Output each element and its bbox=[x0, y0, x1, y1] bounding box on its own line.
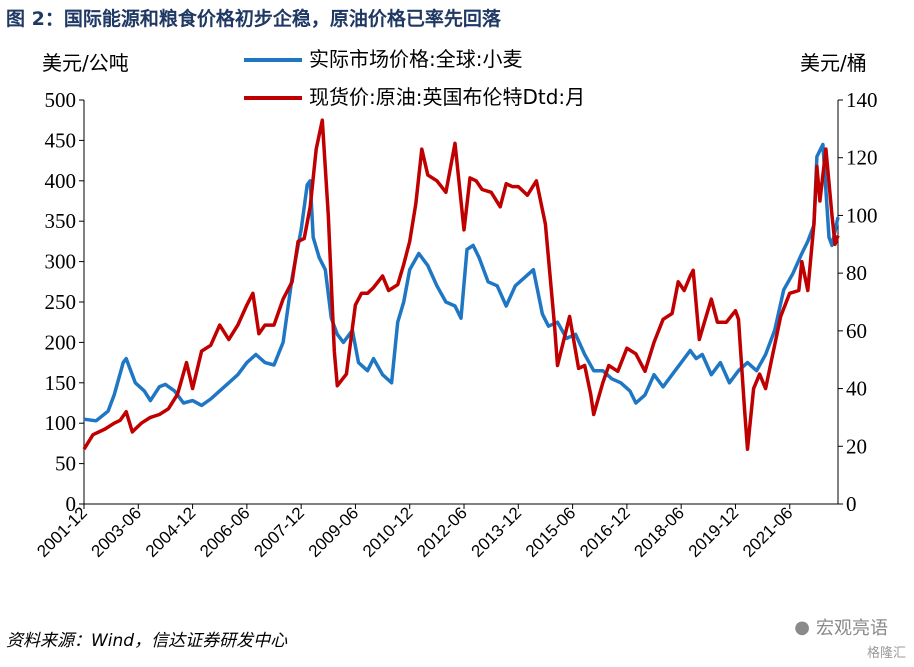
legend-label: 实际市场价格:全球:小麦 bbox=[309, 47, 522, 71]
watermark: ● 宏观亮语 bbox=[794, 614, 888, 640]
right-tick-label: 20 bbox=[846, 434, 867, 458]
x-tick-label: 2006-06 bbox=[196, 503, 254, 561]
x-tick-label: 2019-12 bbox=[685, 503, 743, 561]
source-note: 资料来源：Wind，信达证券研发中心 bbox=[6, 631, 288, 651]
left-tick-label: 200 bbox=[45, 330, 77, 354]
right-tick-label: 60 bbox=[846, 319, 867, 343]
x-tick-label: 2018-06 bbox=[630, 503, 688, 561]
left-unit-label: 美元/公吨 bbox=[42, 51, 129, 75]
x-tick-label: 2013-12 bbox=[468, 503, 526, 561]
right-tick-label: 120 bbox=[846, 146, 878, 170]
x-tick-label: 2007-12 bbox=[250, 503, 308, 561]
x-tick-label: 2015-06 bbox=[522, 503, 580, 561]
right-tick-label: 140 bbox=[846, 88, 878, 112]
x-tick-label: 2021-06 bbox=[739, 503, 797, 561]
left-tick-label: 450 bbox=[45, 128, 77, 152]
x-tick-label: 2010-12 bbox=[359, 503, 417, 561]
brent-price-line bbox=[82, 118, 840, 451]
x-tick-label: 2003-06 bbox=[88, 503, 146, 561]
left-tick-label: 50 bbox=[55, 452, 76, 476]
figure-title: 图 2：国际能源和粮食价格初步企稳，原油价格已率先回落 bbox=[6, 8, 501, 30]
left-tick-label: 250 bbox=[45, 290, 77, 314]
left-tick-label: 400 bbox=[45, 169, 77, 193]
watermark-sub: 格隆汇 bbox=[866, 646, 906, 661]
legend-label: 现货价:原油:英国布伦特Dtd:月 bbox=[309, 85, 585, 109]
left-tick-label: 150 bbox=[45, 371, 77, 395]
left-tick-label: 350 bbox=[45, 209, 77, 233]
left-tick-label: 0 bbox=[66, 492, 77, 516]
x-tick-label: 2009-06 bbox=[305, 503, 363, 561]
x-tick-label: 2001-12 bbox=[33, 503, 91, 561]
right-tick-label: 40 bbox=[846, 377, 867, 401]
left-tick-label: 300 bbox=[45, 250, 77, 274]
series-layer bbox=[82, 118, 840, 451]
watermark-text: 宏观亮语 bbox=[816, 618, 888, 639]
left-tick-label: 100 bbox=[45, 411, 77, 435]
x-tick-label: 2004-12 bbox=[142, 503, 200, 561]
x-tick-label: 2016-12 bbox=[576, 503, 634, 561]
right-unit-label: 美元/桶 bbox=[800, 51, 867, 75]
wheat-price-line bbox=[83, 142, 840, 423]
right-tick-label: 80 bbox=[846, 261, 867, 285]
left-tick-label: 500 bbox=[45, 88, 77, 112]
right-tick-label: 100 bbox=[846, 203, 878, 227]
wechat-icon: ● bbox=[794, 616, 810, 638]
right-tick-label: 0 bbox=[846, 492, 857, 516]
x-tick-label: 2012-06 bbox=[413, 503, 471, 561]
